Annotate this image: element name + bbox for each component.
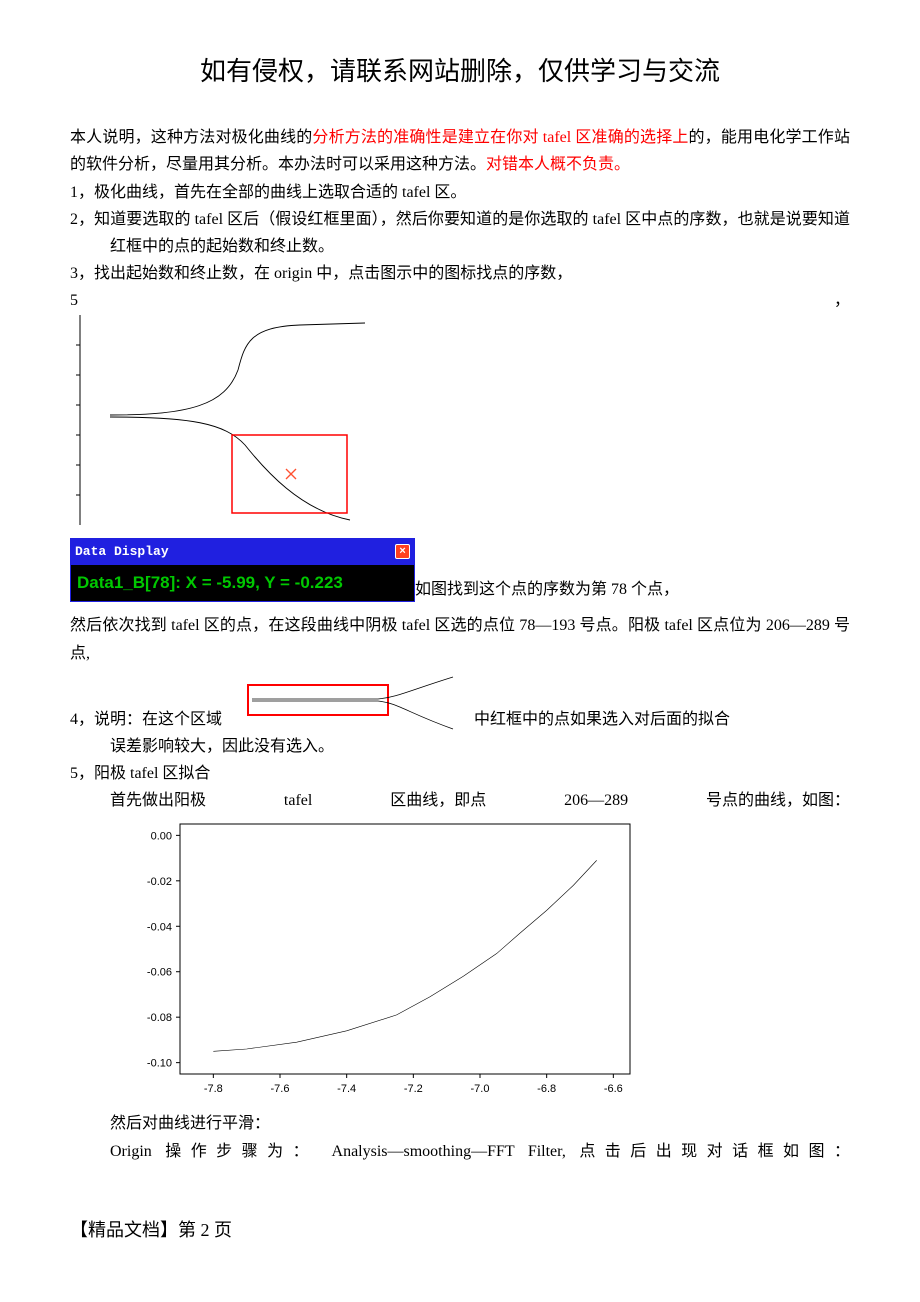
item-5-line: 5 ， bbox=[70, 287, 850, 314]
intro-text-1: 本人说明，这种方法对极化曲线的 bbox=[70, 129, 312, 146]
mid-paragraph: 然后依次找到 tafel 区的点，在这段曲线中阴极 tafel 区选的点位 78… bbox=[70, 612, 850, 666]
page-footer: 【精品文档】第 2 页 bbox=[70, 1215, 850, 1246]
svg-text:-7.8: -7.8 bbox=[204, 1083, 223, 1095]
svg-text:0.00: 0.00 bbox=[151, 831, 172, 843]
svg-text:-7.4: -7.4 bbox=[337, 1083, 356, 1095]
data-display-titlebar: Data Display × bbox=[71, 539, 414, 565]
svg-text:-7.2: -7.2 bbox=[404, 1083, 423, 1095]
item-5: 5，阳极 tafel 区拟合 bbox=[70, 760, 850, 787]
close-icon[interactable]: × bbox=[395, 544, 410, 559]
data-display-widget: Data Display × Data1_B[78]: X = -5.99, Y… bbox=[70, 538, 415, 603]
t5e: 号点的曲线，如图： bbox=[706, 787, 850, 814]
item-5-head: 5 bbox=[70, 287, 78, 314]
t5c: 区曲线，即点 bbox=[390, 787, 486, 814]
smooth-line2: Origin 操作步骤为： Analysis—smoothing—FFT Fil… bbox=[70, 1138, 850, 1165]
intro-red-1: 分析方法的准确性是建立在你对 tafel 区准确的选择上 bbox=[312, 129, 688, 146]
figure-tip-region bbox=[228, 673, 468, 733]
t5b: tafel bbox=[284, 787, 312, 814]
svg-text:-0.06: -0.06 bbox=[147, 967, 172, 979]
item-1: 1，极化曲线，首先在全部的曲线上选取合适的 tafel 区。 bbox=[70, 179, 850, 206]
data-display-body: Data1_B[78]: X = -5.99, Y = -0.223 bbox=[71, 565, 414, 602]
after-dd-text: 如图找到这个点的序数为第 78 个点， bbox=[415, 580, 679, 597]
t5a: 首先做出阳极 bbox=[110, 787, 206, 814]
item-4-post: 中红框中的点如果选入对后面的拟合 bbox=[474, 706, 730, 733]
svg-text:-7.0: -7.0 bbox=[471, 1083, 490, 1095]
svg-text:-0.10: -0.10 bbox=[147, 1058, 172, 1070]
data-display-title: Data Display bbox=[75, 541, 169, 563]
svg-text:-6.8: -6.8 bbox=[537, 1083, 556, 1095]
intro-red-2: 对错本人概不负责。 bbox=[486, 156, 630, 173]
anode-tafel-chart: 0.00 -0.02 -0.04 -0.06 -0.08 -0.10 -7.8 -7.6 -7.… bbox=[110, 814, 650, 1104]
item-5-sub: 首先做出阳极 tafel 区曲线，即点 206—289 号点的曲线，如图： bbox=[70, 787, 850, 814]
item-3: 3，找出起始数和终止数，在 origin 中，点击图示中的图标找点的序数， bbox=[70, 260, 850, 287]
page-title: 如有侵权，请联系网站删除，仅供学习与交流 bbox=[70, 50, 850, 94]
item-4-line2: 误差影响较大，因此没有选入。 bbox=[70, 733, 850, 760]
svg-text:-7.6: -7.6 bbox=[271, 1083, 290, 1095]
smooth-line1: 然后对曲线进行平滑： bbox=[70, 1110, 850, 1137]
item-2: 2，知道要选取的 tafel 区后（假设红框里面），然后你要知道的是你选取的 t… bbox=[70, 206, 850, 260]
svg-text:-0.04: -0.04 bbox=[147, 922, 172, 934]
figure-tafel-curve bbox=[70, 315, 400, 530]
intro-paragraph: 本人说明，这种方法对极化曲线的分析方法的准确性是建立在你对 tafel 区准确的… bbox=[70, 124, 850, 178]
item-5-tail: ， bbox=[834, 287, 850, 314]
item-4-pre: 4，说明：在这个区域 bbox=[70, 706, 222, 733]
svg-text:-0.08: -0.08 bbox=[147, 1013, 172, 1025]
svg-text:-0.02: -0.02 bbox=[147, 876, 172, 888]
svg-text:-6.6: -6.6 bbox=[604, 1083, 623, 1095]
item-4-row: 4，说明：在这个区域 中红框中的点如果选入对后面的拟合 bbox=[70, 673, 850, 733]
t5d: 206—289 bbox=[564, 787, 628, 814]
